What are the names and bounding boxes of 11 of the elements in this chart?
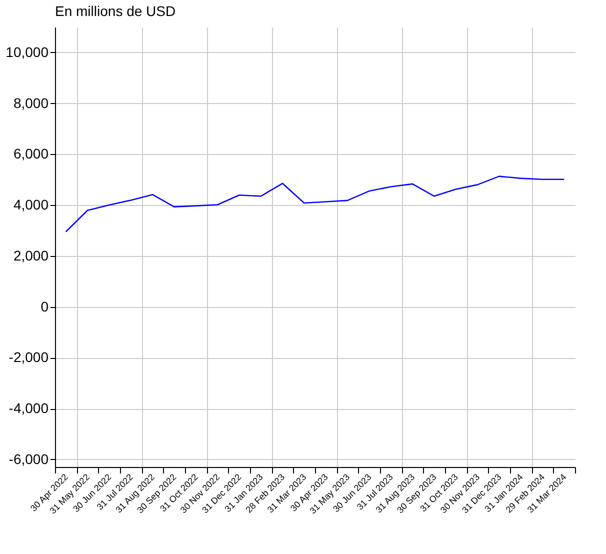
y-tick-label: 8,000	[13, 94, 49, 111]
y-tick-label: 4,000	[13, 196, 49, 213]
chart-title: En millions de USD	[55, 3, 176, 19]
y-tick-label: -6,000	[8, 450, 49, 467]
y-tick-label: 0	[40, 298, 49, 314]
y-tick-label: 10,000	[6, 44, 49, 60]
y-tick-label: -2,000	[8, 349, 49, 366]
y-tick-label: -4,000	[8, 400, 49, 416]
y-tick-label: 2,000	[13, 247, 49, 264]
y-tick-label: 6,000	[13, 146, 49, 162]
line-series	[65, 176, 565, 232]
